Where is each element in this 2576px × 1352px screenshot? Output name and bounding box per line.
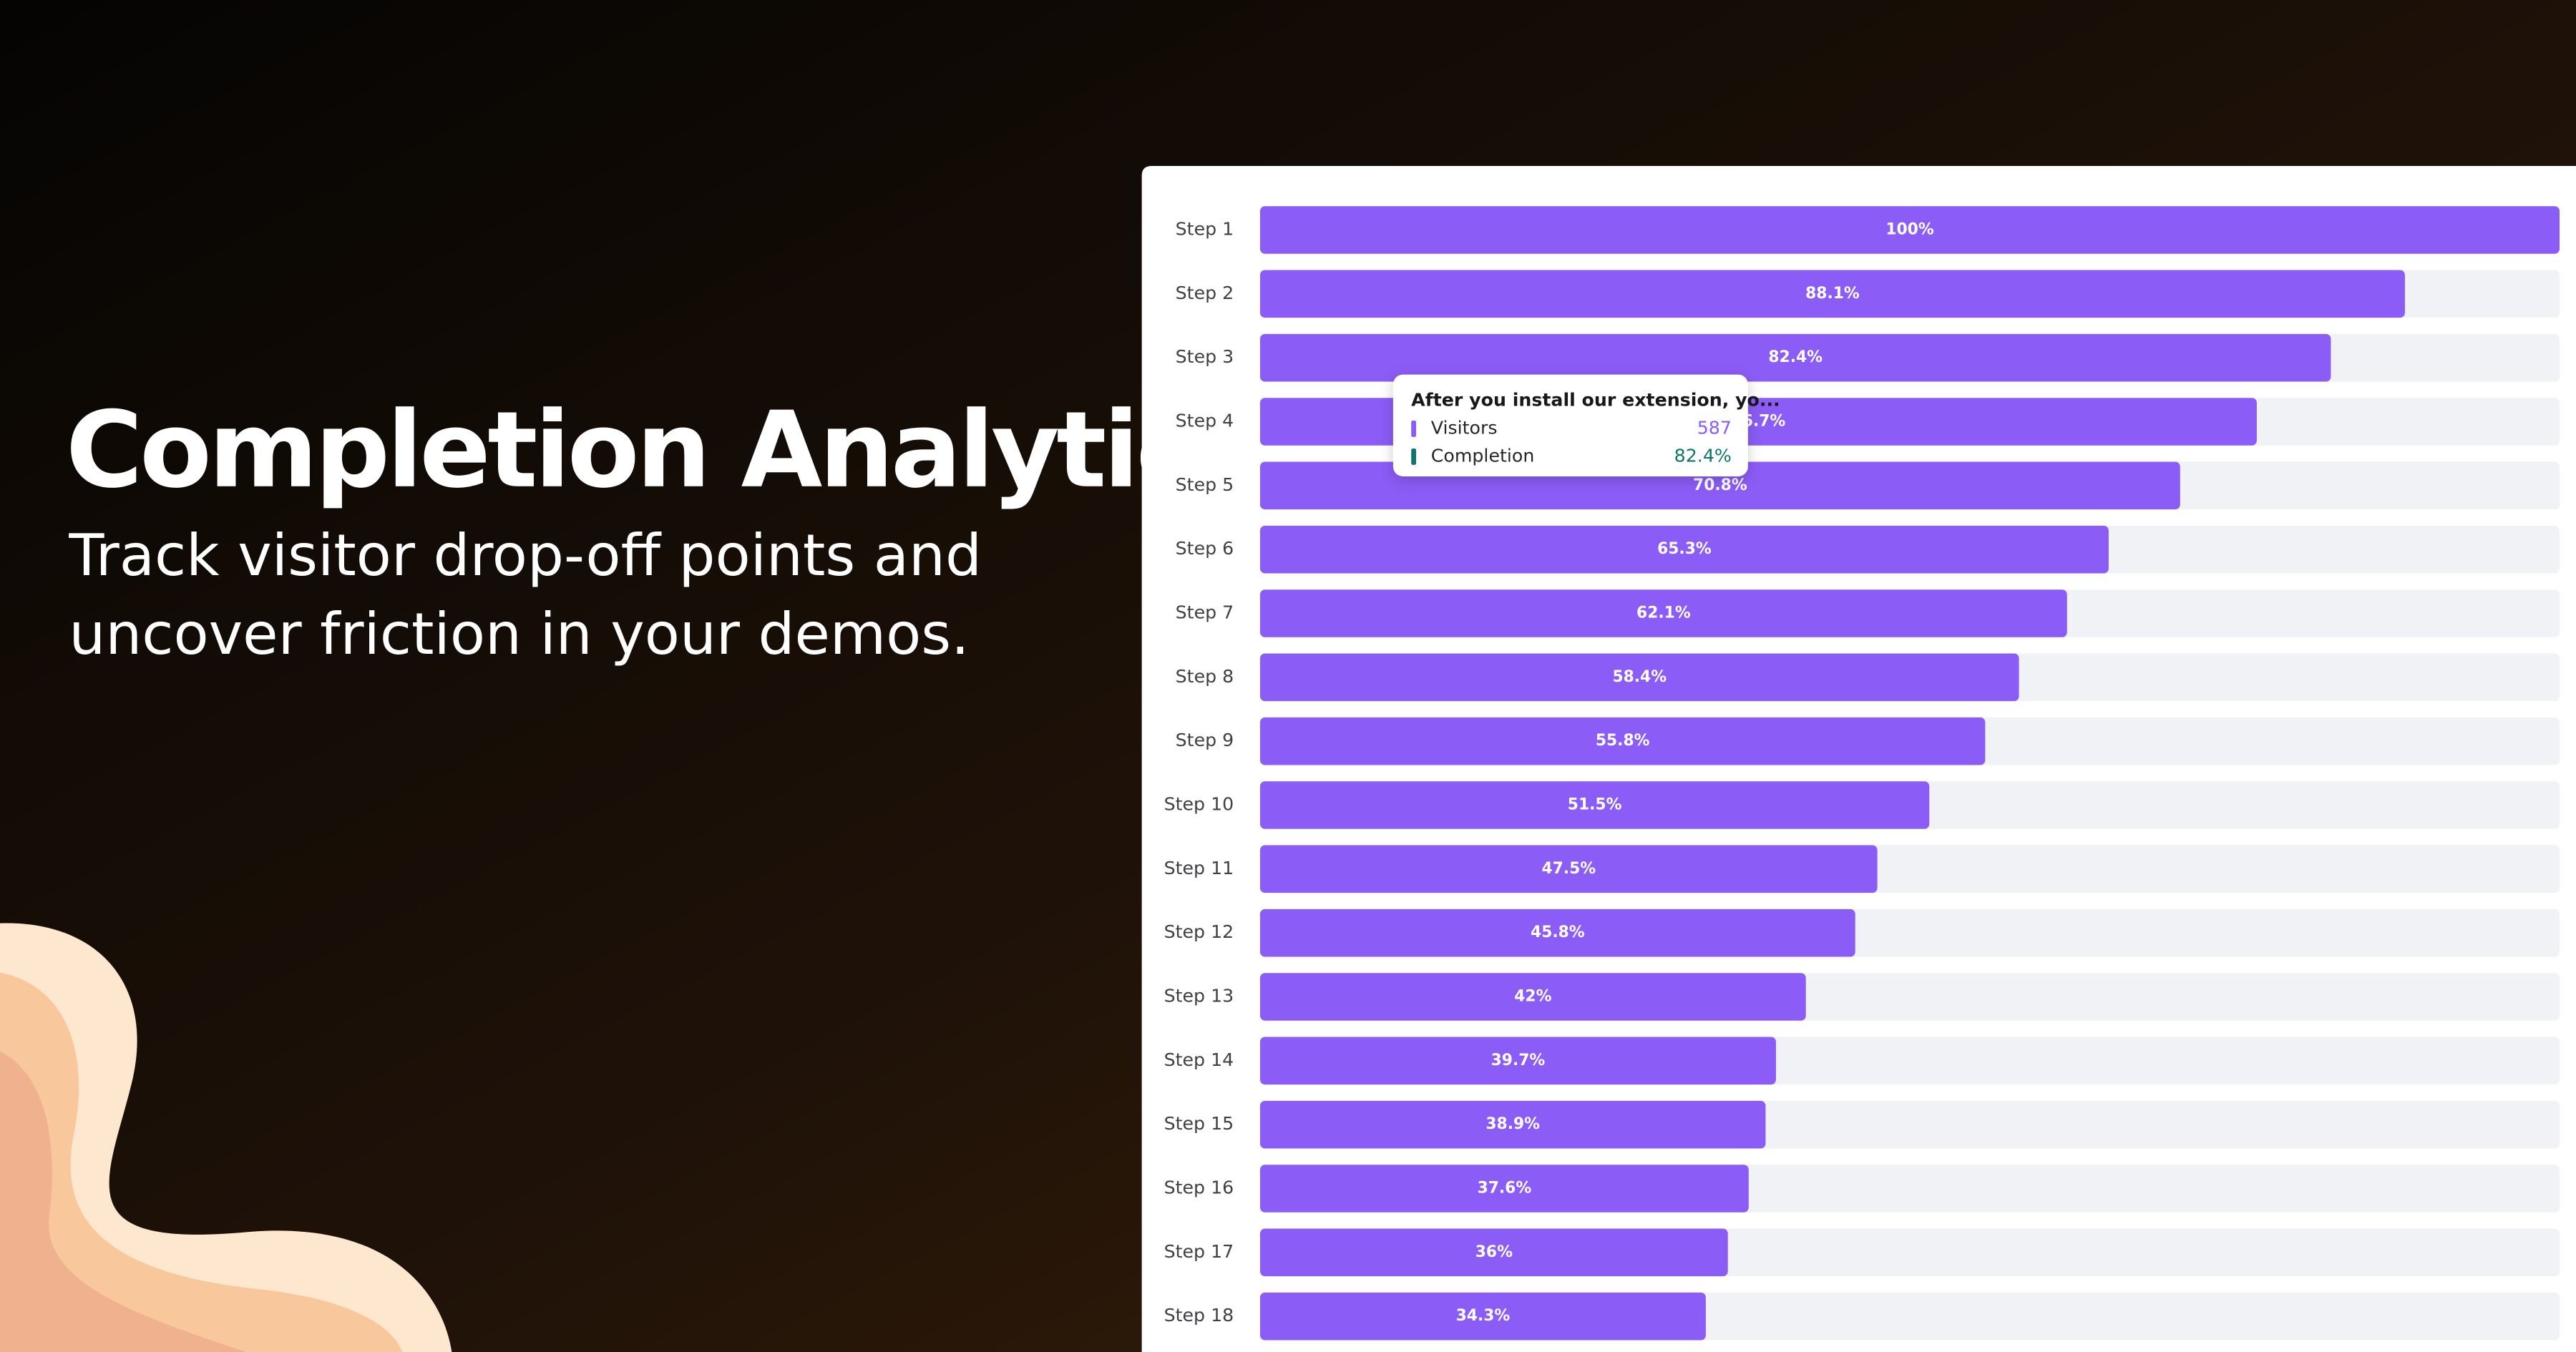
tooltip-swatch bbox=[1411, 420, 1417, 437]
bar bbox=[1259, 973, 1806, 1021]
bar bbox=[1259, 1165, 1749, 1213]
bar bbox=[1259, 1037, 1776, 1085]
bar bbox=[1259, 270, 2405, 318]
tooltip-box bbox=[1392, 374, 1748, 476]
value-label: 100% bbox=[1885, 221, 1933, 239]
value-label: 36% bbox=[1475, 1243, 1513, 1261]
step-label: Step 18 bbox=[1164, 1305, 1234, 1326]
step-label: Step 4 bbox=[1176, 411, 1234, 431]
step-label: Step 10 bbox=[1164, 794, 1234, 815]
step-label: Step 3 bbox=[1176, 346, 1234, 367]
bar bbox=[1259, 589, 2067, 637]
step-label: Step 13 bbox=[1164, 985, 1234, 1006]
value-label: 55.8% bbox=[1596, 732, 1650, 750]
bar bbox=[1259, 653, 2019, 702]
value-label: 37.6% bbox=[1478, 1179, 1532, 1197]
bar bbox=[1259, 1100, 1766, 1149]
bar bbox=[1259, 845, 1878, 893]
tooltip-row-value: 587 bbox=[1697, 417, 1732, 438]
bar bbox=[1259, 717, 1986, 765]
wave-outer bbox=[0, 923, 452, 1352]
step-label: Step 1 bbox=[1176, 219, 1234, 240]
value-label: 38.9% bbox=[1485, 1115, 1540, 1133]
headline-subtitle: uncover friction in your demos. bbox=[69, 600, 969, 667]
step-label: Step 8 bbox=[1176, 666, 1234, 687]
bar bbox=[1259, 1292, 1706, 1341]
value-label: 65.3% bbox=[1657, 540, 1712, 558]
tooltip-row-value: 82.4% bbox=[1674, 445, 1732, 466]
step-label: Step 14 bbox=[1164, 1049, 1234, 1070]
bar bbox=[1259, 206, 2560, 254]
tooltip-swatch bbox=[1411, 448, 1417, 465]
headline-title: Completion Analytics bbox=[66, 389, 1254, 511]
headline-subtitle: Track visitor drop-off points and bbox=[68, 521, 982, 589]
step-label: Step 11 bbox=[1164, 858, 1234, 878]
wave-middle bbox=[0, 972, 403, 1352]
bar bbox=[1259, 525, 2109, 574]
value-label: 88.1% bbox=[1805, 285, 1860, 303]
tooltip-row-name: Completion bbox=[1431, 445, 1535, 466]
value-label: 82.4% bbox=[1768, 348, 1823, 366]
step-label: Step 7 bbox=[1176, 602, 1234, 623]
bar bbox=[1259, 908, 1855, 957]
value-label: 51.5% bbox=[1568, 796, 1622, 814]
step-label: Step 6 bbox=[1176, 538, 1234, 559]
step-label: Step 15 bbox=[1164, 1113, 1234, 1134]
tooltip-title: After you install our extension, yo... bbox=[1411, 389, 1780, 410]
tooltip-row-name: Visitors bbox=[1431, 417, 1498, 438]
value-label: 58.4% bbox=[1612, 668, 1667, 686]
step-label: Step 5 bbox=[1176, 474, 1234, 495]
value-label: 62.1% bbox=[1636, 604, 1691, 622]
step-label: Step 16 bbox=[1164, 1177, 1234, 1197]
value-label: 70.8% bbox=[1693, 476, 1747, 494]
step-label: Step 9 bbox=[1176, 730, 1234, 750]
step-label: Step 12 bbox=[1164, 921, 1234, 942]
tooltip bbox=[1392, 374, 1748, 476]
value-label: 39.7% bbox=[1491, 1052, 1546, 1069]
wave-inner bbox=[0, 1051, 247, 1352]
value-label: 34.3% bbox=[1456, 1307, 1511, 1325]
step-label: Step 2 bbox=[1176, 283, 1234, 303]
bar bbox=[1259, 333, 2331, 382]
bar bbox=[1259, 781, 1930, 829]
bar bbox=[1259, 1228, 1728, 1277]
step-label: Step 17 bbox=[1164, 1241, 1234, 1262]
value-label: 45.8% bbox=[1531, 924, 1585, 941]
value-label: 42% bbox=[1514, 988, 1551, 1006]
value-label: 47.5% bbox=[1541, 860, 1596, 878]
